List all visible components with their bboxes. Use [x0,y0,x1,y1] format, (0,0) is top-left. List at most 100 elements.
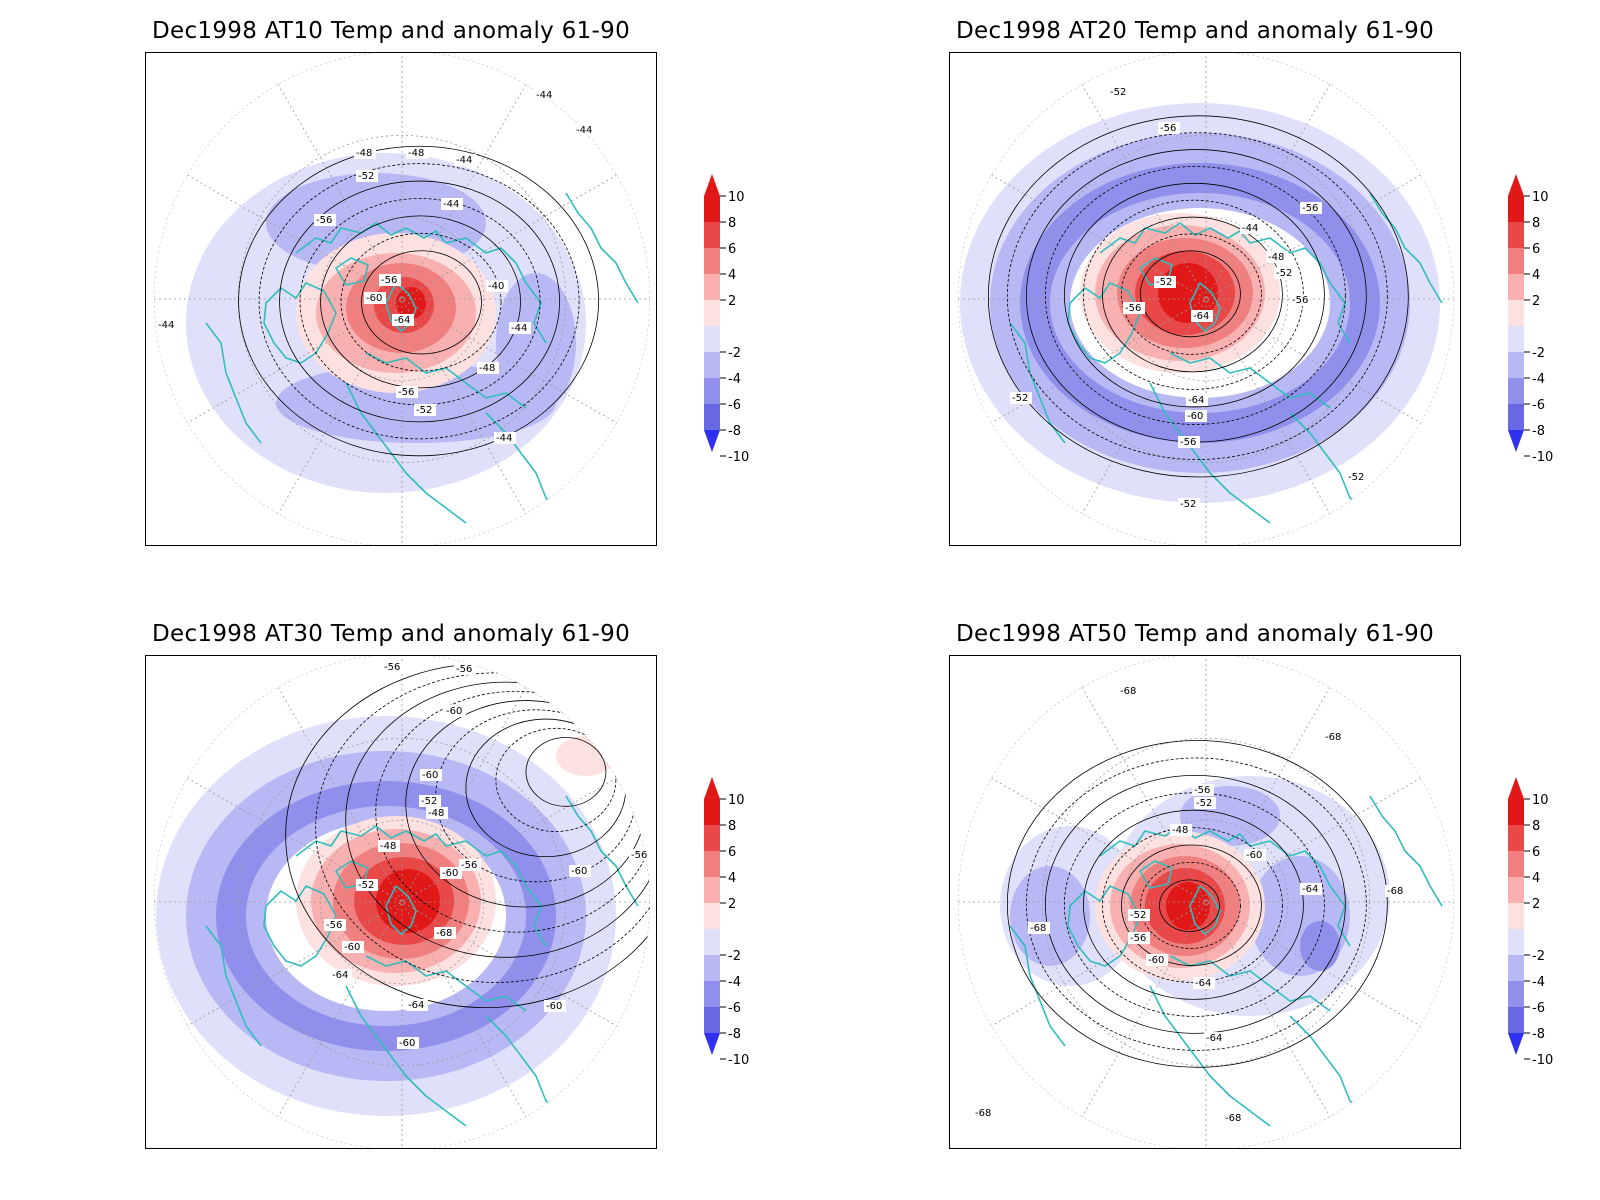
contour-label: -48 [380,841,396,852]
contour-label-bg [420,769,442,781]
contour-line [525,737,607,807]
colorbar-tick-label: -2 [728,949,741,964]
colorbar-bottom-arrow [1508,1033,1524,1055]
contour-label: -52 [421,796,437,807]
anomaly-region [396,287,426,319]
coastline [1067,282,1141,364]
contour-line [1044,774,1346,1034]
contour-label: -52 [358,171,374,182]
contour-label: -44 [536,90,552,101]
coastline [1149,382,1271,524]
contour-label-bg [397,1037,419,1049]
contour-label: -64 [1206,1033,1222,1044]
colorbar-tick-label: -6 [728,398,741,413]
contour-line [1102,216,1283,373]
polar-map-at30: -56 -56-60-60-52-48-48-56-60-52-56-68-60-… [154,656,651,1148]
coastline [445,237,547,344]
contour-line [495,727,617,832]
contour-label-bg [1028,922,1050,934]
contour-label: -48 [428,808,444,819]
polar-map-at10: -44-44-44-48 -48-52-56-44-40-56-60-64-44-… [154,53,650,545]
coastline [1369,192,1443,304]
contour-label: -60 [344,942,360,953]
colorbar-swatch [1508,248,1524,274]
colorbar-tick-label: 8 [1532,216,1540,231]
coastline [345,985,467,1127]
coastline [445,840,547,947]
colorbar-tick-label: -4 [1532,372,1545,387]
colorbar-swatch [1508,877,1524,903]
contour-label-bg [1223,1112,1245,1124]
colorbar-swatch [704,196,720,222]
colorbar-tick-label: -10 [1532,450,1553,462]
contour-label: -68 [436,928,452,939]
contour-label-bg [379,274,401,286]
contour-label: -44 [1242,223,1258,234]
contour-label-bg [534,89,556,101]
contour-label-bg [973,1107,995,1119]
contour-label: -52 [1348,472,1364,483]
coastline [1249,840,1351,947]
contour-line [1006,740,1388,1068]
colorbar-tick-label: -10 [1532,1053,1553,1065]
contour-label: -68 [1030,923,1046,934]
coastline [565,192,639,304]
contour-label-bg [1178,498,1200,510]
contour-label: -64 [332,970,348,981]
contour-label: -68 [1325,732,1341,743]
contour-label-bg [454,154,476,166]
contour-label: -60 [1148,955,1164,966]
contour-label-bg [1146,954,1168,966]
colorbar-swatch [704,404,720,430]
contour-label-bg [1240,222,1262,234]
colorbar-at10: 10 8 6 4 2 -2 -4 -6 -8 -10 [702,172,772,465]
contour-label-bg [1274,267,1296,279]
contour-label-bg [486,280,508,292]
contour-line [1044,166,1346,425]
contour-label-bg [392,314,414,326]
coastline [335,860,369,889]
contour-label: -44 [443,199,459,210]
colorbar-tick-label: -8 [1532,424,1545,439]
contour-label-bg [364,292,386,304]
colorbar-swatch [704,248,720,274]
colorbar-swatch [1508,196,1524,222]
contour-label-bg [378,840,400,852]
colorbar-tick-label: 4 [1532,871,1540,886]
graticule [154,656,650,1148]
contour-line [1140,250,1241,338]
contour-label-bg [509,322,531,334]
colorbar-swatch [1508,326,1524,352]
contour-line [1063,182,1325,408]
contour-label: -60 [1187,411,1203,422]
contour-label-bg [156,319,178,331]
panel-title-at30: Dec1998 AT30 Temp and anomaly 61-90 [152,621,631,647]
contour-label-bg [406,999,428,1011]
contour-line [315,672,650,983]
colorbar-swatch [704,903,720,929]
anomaly-shading [156,716,616,1116]
contour-label: -44 [576,125,592,136]
contour-label-bg [342,941,364,953]
contour-label: -48 [1268,252,1284,263]
colorbar-tick-label: 10 [728,190,745,205]
colorbar-swatch [1508,903,1524,929]
map-at50: -68 -68 -56 -52 -48 -60 -64 -68 -52 -56 -60 -68 -64-… [949,655,1461,1149]
polar-map-at20: -52 -56 -56 -44 -48 -52 -56 -52 -56 -64 -64 -60 -56 -… [958,53,1454,545]
contour-label: -44 [496,433,512,444]
contour-label-bg [1118,685,1140,697]
contour-label-bg [1128,909,1150,921]
contour-label: -44 [456,155,472,166]
colorbar-tick-label: 8 [728,216,736,231]
colorbar-swatch [1508,404,1524,430]
colorbar-tick-label: -10 [728,450,749,462]
temperature-contours [238,145,599,457]
colorbar-swatch [1508,981,1524,1007]
contour-label-bg [1346,471,1368,483]
contour-label-bg [1194,797,1216,809]
colorbar-swatch [704,877,720,903]
contour-label: -60 [422,770,438,781]
contour-label: -52 [1110,87,1126,98]
contour-label: -48 [1172,825,1188,836]
coastline [295,825,447,857]
